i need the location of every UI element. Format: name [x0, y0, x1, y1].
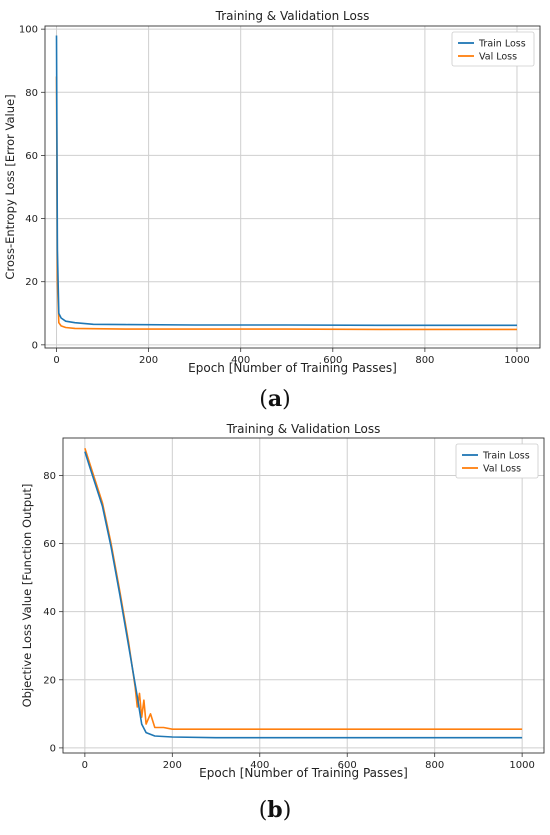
legend: Train Loss Val Loss	[455, 443, 539, 479]
x-axis-label: Epoch [Number of Training Passes]	[188, 361, 397, 375]
legend-label: Val Loss	[479, 52, 517, 63]
series-line-train-loss	[55, 35, 517, 327]
y-tick-label: 80	[43, 471, 56, 482]
plot-frame	[62, 437, 545, 754]
legend-label: Val Loss	[483, 464, 521, 475]
y-tick-label: 100	[19, 25, 38, 36]
series-line-train-loss	[84, 451, 523, 739]
legend-box	[451, 31, 535, 67]
x-tick-label: 600	[338, 760, 357, 771]
x-tick-label: 0	[82, 760, 88, 771]
x-tick-label: 400	[231, 355, 250, 366]
legend-label: Train Loss	[482, 451, 530, 462]
x-tick-label: 1000	[504, 355, 529, 366]
legend-label: Train Loss	[478, 39, 526, 50]
y-axis-label: Objective Loss Value [Function Output]	[20, 484, 34, 708]
x-axis-label: Epoch [Number of Training Passes]	[199, 766, 408, 780]
panel-label-b: (b)	[258, 797, 292, 823]
panel-label-a: (a)	[259, 386, 291, 412]
y-tick-label: 20	[25, 277, 38, 288]
series-line-val-loss	[84, 447, 523, 731]
chart-b: 0 200 400 600 800 1000 0 20 40 60 80 Training & Val…	[20, 422, 545, 780]
x-tick-label: 0	[53, 355, 59, 366]
chart-title: Training & Validation Loss	[226, 422, 381, 436]
y-tick-label: 0	[50, 743, 56, 754]
x-tick-label: 600	[323, 355, 342, 366]
x-tick-label: 800	[415, 355, 434, 366]
x-tick-label: 400	[250, 760, 269, 771]
legend: Train Loss Val Loss	[451, 31, 535, 67]
y-tick-label: 40	[25, 214, 38, 225]
y-tick-label: 80	[25, 88, 38, 99]
y-tick-label: 20	[43, 675, 56, 686]
x-tick-label: 1000	[509, 760, 534, 771]
series-line-val-loss	[55, 76, 517, 331]
x-tick-label: 200	[139, 355, 158, 366]
legend-box	[455, 443, 539, 479]
chart-title: Training & Validation Loss	[215, 9, 370, 23]
y-tick-label: 60	[25, 151, 38, 162]
y-tick-label: 60	[43, 539, 56, 550]
plot-frame	[44, 25, 541, 349]
chart-a: 0 200 400 600 800 1000 0 20 40 60 80 100 Training & …	[3, 9, 541, 375]
y-tick-label: 0	[32, 340, 38, 351]
x-tick-label: 800	[425, 760, 444, 771]
x-tick-label: 200	[163, 760, 182, 771]
y-axis-label: Cross-Entropy Loss [Error Value]	[3, 94, 17, 279]
y-tick-label: 40	[43, 607, 56, 618]
